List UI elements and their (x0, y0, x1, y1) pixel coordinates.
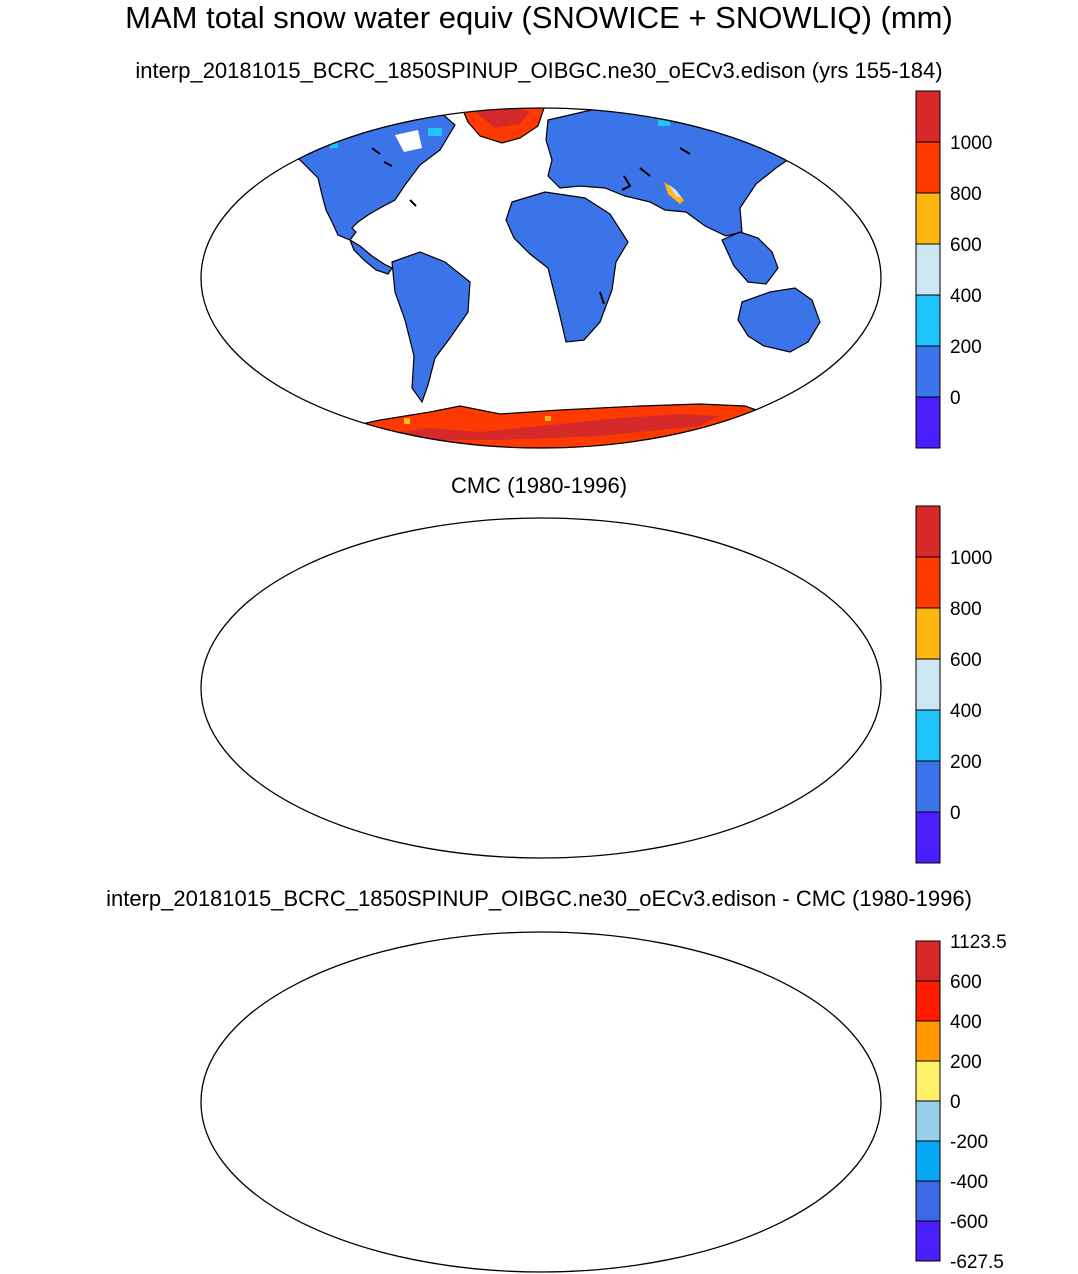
colorbar-cell (915, 243, 941, 296)
colorbar-cell (915, 192, 941, 245)
panel-1-title: interp_20181015_BCRC_1850SPINUP_OIBGC.ne… (135, 58, 943, 83)
colorbar-tick-label: 400 (950, 1012, 982, 1033)
colorbar-tick-label: 600 (950, 972, 982, 993)
colorbar-tick-label: 0 (950, 1092, 961, 1113)
colorbar-tick-label: -200 (950, 1132, 988, 1153)
colorbar-tick-label: 400 (950, 701, 982, 722)
colorbar-cell (915, 505, 941, 558)
colorbar-cell (915, 709, 941, 762)
colorbar-cell (915, 141, 941, 194)
colorbar-tick-label: 200 (950, 752, 982, 773)
colorbar-tick-label: -400 (950, 1172, 988, 1193)
colorbar-cell (915, 980, 941, 1022)
colorbar-tick-label: 400 (950, 286, 982, 307)
colorbar-panel-1: 1000 800 600 400 200 0 (915, 90, 992, 449)
colorbar-tick-label: 600 (950, 650, 982, 671)
figure-title: MAM total snow water equiv (SNOWICE + SN… (125, 0, 953, 35)
panel-2-map (200, 517, 882, 859)
colorbar-tick-label: 200 (950, 337, 982, 358)
colorbar-tick-label: 1000 (950, 133, 992, 154)
colorbar-cell (915, 396, 941, 449)
colorbar-cell (915, 345, 941, 398)
colorbar-cell (915, 940, 941, 982)
colorbar-cell (915, 811, 941, 864)
colorbar-cell (915, 1060, 941, 1102)
colorbar-cell (915, 1140, 941, 1182)
colorbar-tick-label: 1000 (950, 548, 992, 569)
colorbar-tick-label: 800 (950, 599, 982, 620)
colorbar-tick-label: 600 (950, 235, 982, 256)
panel-3-title: interp_20181015_BCRC_1850SPINUP_OIBGC.ne… (106, 886, 972, 911)
colorbar-tick-label: 200 (950, 1052, 982, 1073)
colorbar-cell (915, 607, 941, 660)
panel-3-map (200, 931, 882, 1273)
colorbar-tick-label: -600 (950, 1212, 988, 1233)
colorbar-cell (915, 294, 941, 347)
panel-2-title: CMC (1980-1996) (450, 473, 628, 498)
colorbar-tick-label: 0 (950, 803, 961, 824)
colorbar-tick-label: 0 (950, 388, 961, 409)
panel-1-map (200, 107, 882, 449)
colorbar-cell (915, 658, 941, 711)
colorbar-cell (915, 1100, 941, 1142)
colorbar-cell (915, 1020, 941, 1062)
colorbar-cell (915, 1220, 941, 1262)
colorbar-cell (915, 1180, 941, 1222)
colorbar-panel-3: 1123.5 600 400 200 0 -200 -400 -600 -627.5 (915, 932, 1007, 1273)
colorbar-panel-2: 1000 800 600 400 200 0 (915, 505, 992, 864)
colorbar-tick-label: 1123.5 (950, 932, 1007, 953)
colorbar-cell (915, 760, 941, 813)
colorbar-tick-label: 800 (950, 184, 982, 205)
colorbar-cell (915, 90, 941, 143)
colorbar-cell (915, 556, 941, 609)
colorbar-tick-label: -627.5 (950, 1252, 1004, 1273)
